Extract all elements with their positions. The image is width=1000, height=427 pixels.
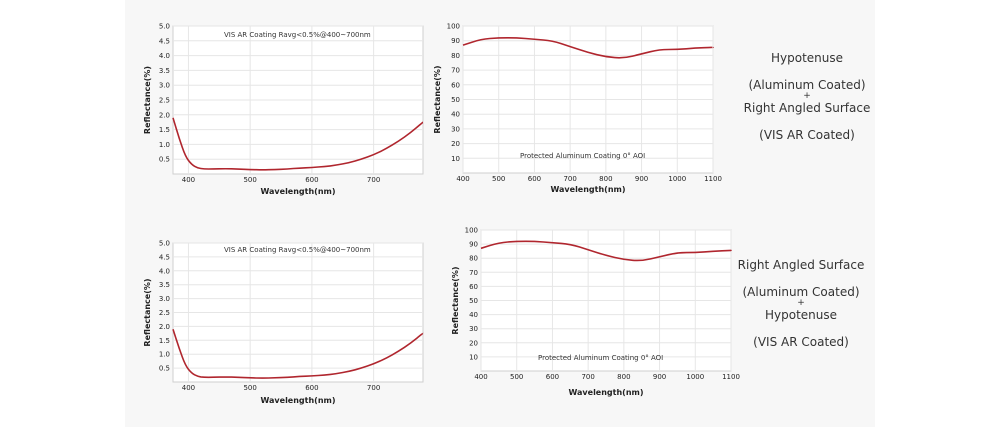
chart-1: 0.5 1.0 1.5 2.0 2.5 3.0 3.5 4.0 4.5 5.0 400 500 600 7… — [143, 23, 424, 196]
x-tick-label: 500 — [510, 373, 523, 381]
series-line — [462, 36, 714, 59]
x-axis-label: Wavelength(nm) — [260, 187, 335, 196]
series-line — [480, 240, 732, 262]
y-tick-label: 2.5 — [159, 309, 170, 317]
y-tick-label: 90 — [469, 241, 478, 249]
y-tick-label: 10 — [451, 155, 460, 163]
y-tick-label: 1.5 — [159, 126, 170, 134]
chart-title: VIS AR Coating Ravg<0.5%@400~700nm — [224, 246, 371, 254]
y-tick-label: 2.5 — [159, 97, 170, 105]
y-tick-label: 3.0 — [159, 295, 170, 303]
x-tick-label: 1100 — [722, 373, 740, 381]
y-tick-label: 0.5 — [159, 156, 170, 164]
desc-top-line-1: Hypotenuse — [770, 51, 844, 65]
y-tick-label: 4.5 — [159, 253, 170, 261]
y-tick-label: 1.5 — [159, 337, 170, 345]
y-tick-label: 1.0 — [159, 351, 170, 359]
y-tick-label: 80 — [451, 52, 460, 60]
x-tick-label: 400 — [182, 384, 195, 392]
y-tick-label: 4.0 — [159, 267, 170, 275]
desc-bottom-line-5: (VIS AR Coated) — [753, 335, 849, 349]
y-tick-label: 30 — [451, 125, 460, 133]
chart-title: Protected Aluminum Coating 0° AOI — [520, 152, 645, 160]
y-tick-label: 4.5 — [159, 37, 170, 45]
x-tick-label: 700 — [563, 175, 576, 183]
y-tick-label: 70 — [469, 269, 478, 277]
x-axis-label: Wavelength(nm) — [550, 185, 625, 194]
y-axis-label: Reflectance(%) — [143, 66, 152, 134]
desc-bottom-line-3: + — [797, 298, 805, 308]
x-tick-label: 700 — [367, 176, 380, 184]
x-tick-label: 400 — [474, 373, 487, 381]
y-tick-label: 2.0 — [159, 323, 170, 331]
description-bottom: Right Angled Surface (Aluminum Coated) +… — [715, 259, 887, 348]
x-tick-label: 700 — [581, 373, 594, 381]
chart-title: VIS AR Coating Ravg<0.5%@400~700nm — [224, 31, 371, 39]
x-axis-label: Wavelength(nm) — [568, 388, 643, 397]
y-tick-label: 100 — [447, 23, 460, 31]
desc-top-line-4: Right Angled Surface — [743, 101, 871, 115]
y-axis-label: Reflectance(%) — [433, 65, 442, 133]
y-tick-label: 3.5 — [159, 67, 170, 75]
y-tick-label: 60 — [469, 283, 478, 291]
desc-bottom-line-2: (Aluminum Coated) — [742, 285, 860, 299]
y-tick-label: 20 — [469, 339, 478, 347]
x-tick-label: 600 — [546, 373, 559, 381]
desc-top-line-5: (VIS AR Coated) — [759, 128, 855, 142]
y-tick-label: 30 — [469, 325, 478, 333]
x-axis-label: Wavelength(nm) — [260, 396, 335, 405]
y-tick-label: 90 — [451, 37, 460, 45]
y-tick-label: 3.5 — [159, 281, 170, 289]
y-tick-label: 0.5 — [159, 365, 170, 373]
y-axis-label: Reflectance(%) — [143, 278, 152, 346]
y-axis-label: Reflectance(%) — [451, 266, 460, 334]
x-tick-label: 900 — [635, 175, 648, 183]
x-tick-label: 1000 — [668, 175, 686, 183]
desc-top-line-2: (Aluminum Coated) — [748, 78, 866, 92]
x-tick-label: 1100 — [704, 175, 722, 183]
y-tick-label: 100 — [465, 227, 478, 235]
chart-title: Protected Aluminum Coating 0° AOI — [538, 354, 663, 362]
chart-4: 10 20 30 40 50 60 70 80 90 100 400 500 600 700 800 900 1… — [451, 227, 740, 398]
y-tick-label: 4.0 — [159, 52, 170, 60]
y-tick-label: 40 — [469, 311, 478, 319]
series-line — [172, 117, 424, 171]
desc-bottom-line-4: Hypotenuse — [764, 308, 838, 322]
x-tick-label: 400 — [456, 175, 469, 183]
y-tick-label: 60 — [451, 81, 460, 89]
y-tick-label: 20 — [451, 140, 460, 148]
y-tick-label: 5.0 — [159, 23, 170, 31]
desc-top-line-3: + — [803, 91, 811, 101]
y-tick-label: 80 — [469, 255, 478, 263]
chart-2: 10 20 30 40 50 60 70 80 90 100 400 500 600 700 800 900 1… — [433, 23, 722, 195]
x-tick-label: 600 — [528, 175, 541, 183]
y-tick-label: 2.0 — [159, 111, 170, 119]
y-tick-label: 50 — [451, 96, 460, 104]
description-top: Hypotenuse (Aluminum Coated) + Right Ang… — [722, 52, 892, 141]
x-tick-label: 1000 — [686, 373, 704, 381]
y-tick-label: 70 — [451, 67, 460, 75]
chart-3: 0.5 1.0 1.5 2.0 2.5 3.0 3.5 4.0 4.5 5.0 400 500 600 7… — [143, 240, 424, 405]
y-tick-label: 5.0 — [159, 240, 170, 248]
y-tick-label: 3.0 — [159, 82, 170, 90]
x-tick-label: 900 — [653, 373, 666, 381]
y-tick-label: 40 — [451, 111, 460, 119]
x-tick-label: 500 — [243, 176, 256, 184]
y-tick-label: 1.0 — [159, 141, 170, 149]
y-tick-label: 10 — [469, 353, 478, 361]
y-tick-label: 50 — [469, 297, 478, 305]
x-tick-label: 700 — [367, 384, 380, 392]
x-tick-label: 600 — [305, 384, 318, 392]
x-tick-label: 500 — [492, 175, 505, 183]
x-tick-label: 400 — [182, 176, 195, 184]
x-tick-label: 600 — [305, 176, 318, 184]
desc-bottom-line-1: Right Angled Surface — [737, 258, 865, 272]
series-line — [172, 328, 424, 379]
x-tick-label: 500 — [243, 384, 256, 392]
x-tick-label: 800 — [599, 175, 612, 183]
x-tick-label: 800 — [617, 373, 630, 381]
